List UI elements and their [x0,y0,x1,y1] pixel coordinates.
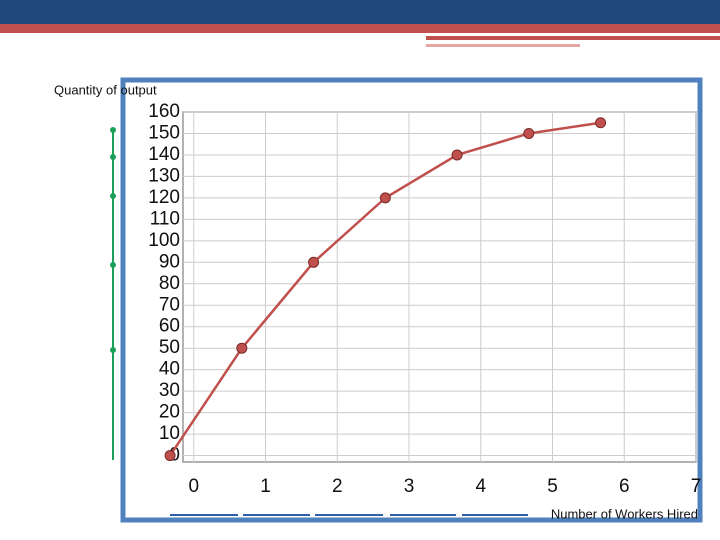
arrow-dot [110,347,116,353]
y-tick-label: 40 [159,359,180,380]
x-axis-title: Number of Workers Hired [551,506,698,521]
x-tick-label: 0 [188,476,199,497]
y-axis-title: Quantity of output [54,82,157,97]
point [595,117,607,129]
point [379,192,391,204]
chart-frame [120,77,703,523]
y-tick-label: 160 [148,101,180,122]
y-tick-label: 150 [148,122,180,143]
y-tick-label: 70 [159,294,180,315]
point [523,127,535,139]
y-tick-label: 20 [159,402,180,423]
x-tick-label: 7 [691,476,702,497]
y-tick-label: 50 [159,337,180,358]
y-tick-label: 10 [159,423,180,444]
y-tick-label: 60 [159,316,180,337]
header-stripe [0,24,720,33]
y-tick-label: 140 [148,144,180,165]
x-tick-label: 4 [475,476,486,497]
x-tick-label: 5 [547,476,558,497]
arrow-dot [110,193,116,199]
arrow-dot [110,262,116,268]
x-tick-label: 1 [260,476,271,497]
point [164,450,176,462]
y-tick-label: 90 [159,251,180,272]
x-tick-label: 3 [404,476,415,497]
point [236,342,248,354]
x-tick-label: 6 [619,476,630,497]
header-accent [426,36,720,40]
y-tick-label: 120 [148,187,180,208]
y-tick-label: 130 [148,165,180,186]
y-tick-label: 110 [150,208,180,229]
y-tick-label: 30 [159,380,180,401]
header-accent [426,44,580,47]
y-tick-label: 100 [148,230,180,251]
arrow-dot [110,127,116,133]
y-tick-label: 80 [159,273,180,294]
arrow-dot [110,154,116,160]
x-tick-label: 2 [332,476,343,497]
y-arrows [110,127,116,460]
header-bar [0,0,720,24]
point [451,149,463,161]
point [308,256,320,268]
